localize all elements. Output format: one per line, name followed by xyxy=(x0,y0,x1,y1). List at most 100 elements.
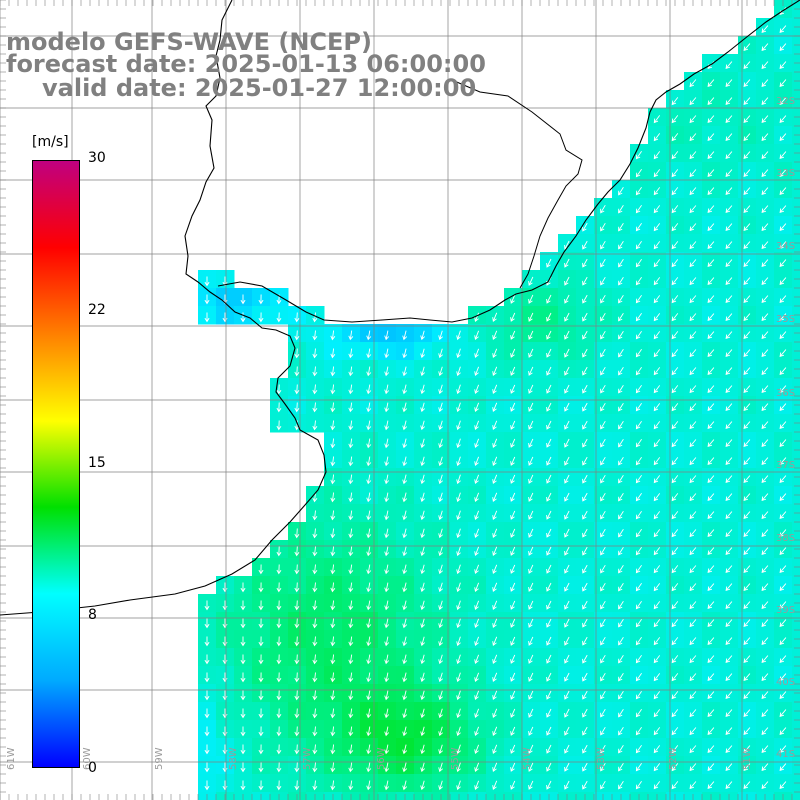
wind-speed-cell xyxy=(774,468,793,487)
wind-arrow xyxy=(653,547,661,556)
wind-speed-cell xyxy=(756,342,775,361)
wind-arrow xyxy=(222,654,228,665)
wind-arrow xyxy=(635,493,642,502)
wind-arrow xyxy=(402,654,408,665)
wind-arrow xyxy=(564,654,570,664)
wind-arrow xyxy=(402,618,408,629)
wind-speed-cell xyxy=(648,414,667,433)
wind-speed-cell xyxy=(756,306,775,325)
wind-arrow xyxy=(582,276,588,286)
wind-arrow xyxy=(689,565,697,574)
wind-arrow xyxy=(330,744,336,755)
wind-arrow xyxy=(312,582,318,593)
wind-arrow xyxy=(366,744,372,755)
wind-arrow xyxy=(312,384,318,395)
wind-speed-cell xyxy=(522,360,541,379)
wind-arrow xyxy=(384,636,390,647)
wind-speed-cell xyxy=(630,666,649,685)
wind-arrow xyxy=(564,294,570,304)
wind-speed-cell xyxy=(558,738,577,757)
wind-speed-cell xyxy=(774,234,793,253)
wind-speed-cell xyxy=(630,180,649,199)
wind-speed-cell xyxy=(504,540,523,559)
wind-speed-cell xyxy=(702,756,721,775)
wind-arrow xyxy=(456,348,461,359)
wind-arrow xyxy=(564,366,570,376)
wind-speed-cell xyxy=(648,126,667,145)
wind-speed-cell xyxy=(594,396,613,415)
wind-arrow xyxy=(312,420,318,431)
wind-speed-cell xyxy=(558,540,577,559)
wind-speed-cell xyxy=(540,720,559,739)
wind-arrow xyxy=(653,637,661,646)
wind-speed-cell xyxy=(576,504,595,523)
wind-arrow xyxy=(510,474,516,484)
wind-arrow xyxy=(456,672,461,683)
wind-arrow xyxy=(725,727,733,736)
wind-arrow xyxy=(564,276,570,286)
wind-speed-cell xyxy=(648,558,667,577)
wind-speed-cell xyxy=(648,162,667,181)
wind-arrow xyxy=(222,690,228,701)
wind-speed-cell xyxy=(666,738,685,757)
wind-speed-cell xyxy=(522,342,541,361)
wind-speed-cell xyxy=(630,738,649,757)
wind-arrow xyxy=(635,547,642,556)
wind-arrow xyxy=(743,367,751,376)
wind-arrow xyxy=(689,529,697,538)
wind-arrow xyxy=(618,636,624,646)
wind-arrow xyxy=(366,474,372,485)
wind-arrow xyxy=(707,565,715,574)
wind-arrow xyxy=(456,456,461,467)
wind-speed-cell xyxy=(666,612,685,631)
wind-arrow xyxy=(456,600,461,611)
wind-speed-cell xyxy=(576,234,595,253)
wind-arrow xyxy=(240,744,246,755)
wind-arrow xyxy=(653,403,661,412)
wind-arrow xyxy=(456,330,461,341)
wind-arrow xyxy=(653,745,661,754)
wind-arrow xyxy=(564,258,570,268)
wind-speed-cell xyxy=(612,612,631,631)
wind-speed-cell xyxy=(648,144,667,163)
longitude-label: 52W xyxy=(668,747,679,770)
wind-arrow xyxy=(725,691,733,700)
wind-speed-cell xyxy=(684,378,703,397)
wind-arrow xyxy=(438,762,443,773)
wind-arrow xyxy=(402,690,408,701)
wind-arrow xyxy=(474,546,480,557)
wind-arrow xyxy=(474,456,480,467)
wind-speed-cell xyxy=(702,234,721,253)
colorbar-tick-0: 0 xyxy=(88,760,97,776)
wind-speed-cell xyxy=(738,432,757,451)
wind-speed-cell xyxy=(504,432,523,451)
wind-speed-cell xyxy=(558,432,577,451)
wind-arrow xyxy=(330,438,336,449)
wind-arrow xyxy=(743,331,751,340)
wind-arrow xyxy=(492,330,498,341)
wind-arrow xyxy=(348,780,354,791)
wind-speed-cell xyxy=(576,486,595,505)
wind-speed-cell xyxy=(720,414,739,433)
wind-arrow xyxy=(689,583,697,592)
wind-speed-cell xyxy=(522,738,541,757)
wind-speed-cell xyxy=(774,162,793,181)
wind-speed-cell xyxy=(774,360,793,379)
wind-speed-cell xyxy=(630,720,649,739)
wind-speed-cell xyxy=(576,342,595,361)
wind-arrow xyxy=(743,295,751,304)
wind-arrow xyxy=(671,601,679,610)
wind-speed-cell xyxy=(558,702,577,721)
wind-arrow xyxy=(689,619,697,628)
wind-arrow xyxy=(653,133,661,142)
wind-arrow xyxy=(582,420,588,430)
wind-arrow xyxy=(761,457,769,466)
wind-arrow xyxy=(456,384,461,395)
wind-arrow xyxy=(258,582,264,593)
wind-speed-cell xyxy=(756,108,775,127)
wind-speed-cell xyxy=(756,612,775,631)
wind-arrow xyxy=(204,744,210,755)
wind-arrow xyxy=(671,205,679,214)
wind-speed-cell xyxy=(720,198,739,217)
wind-arrow xyxy=(635,241,642,250)
